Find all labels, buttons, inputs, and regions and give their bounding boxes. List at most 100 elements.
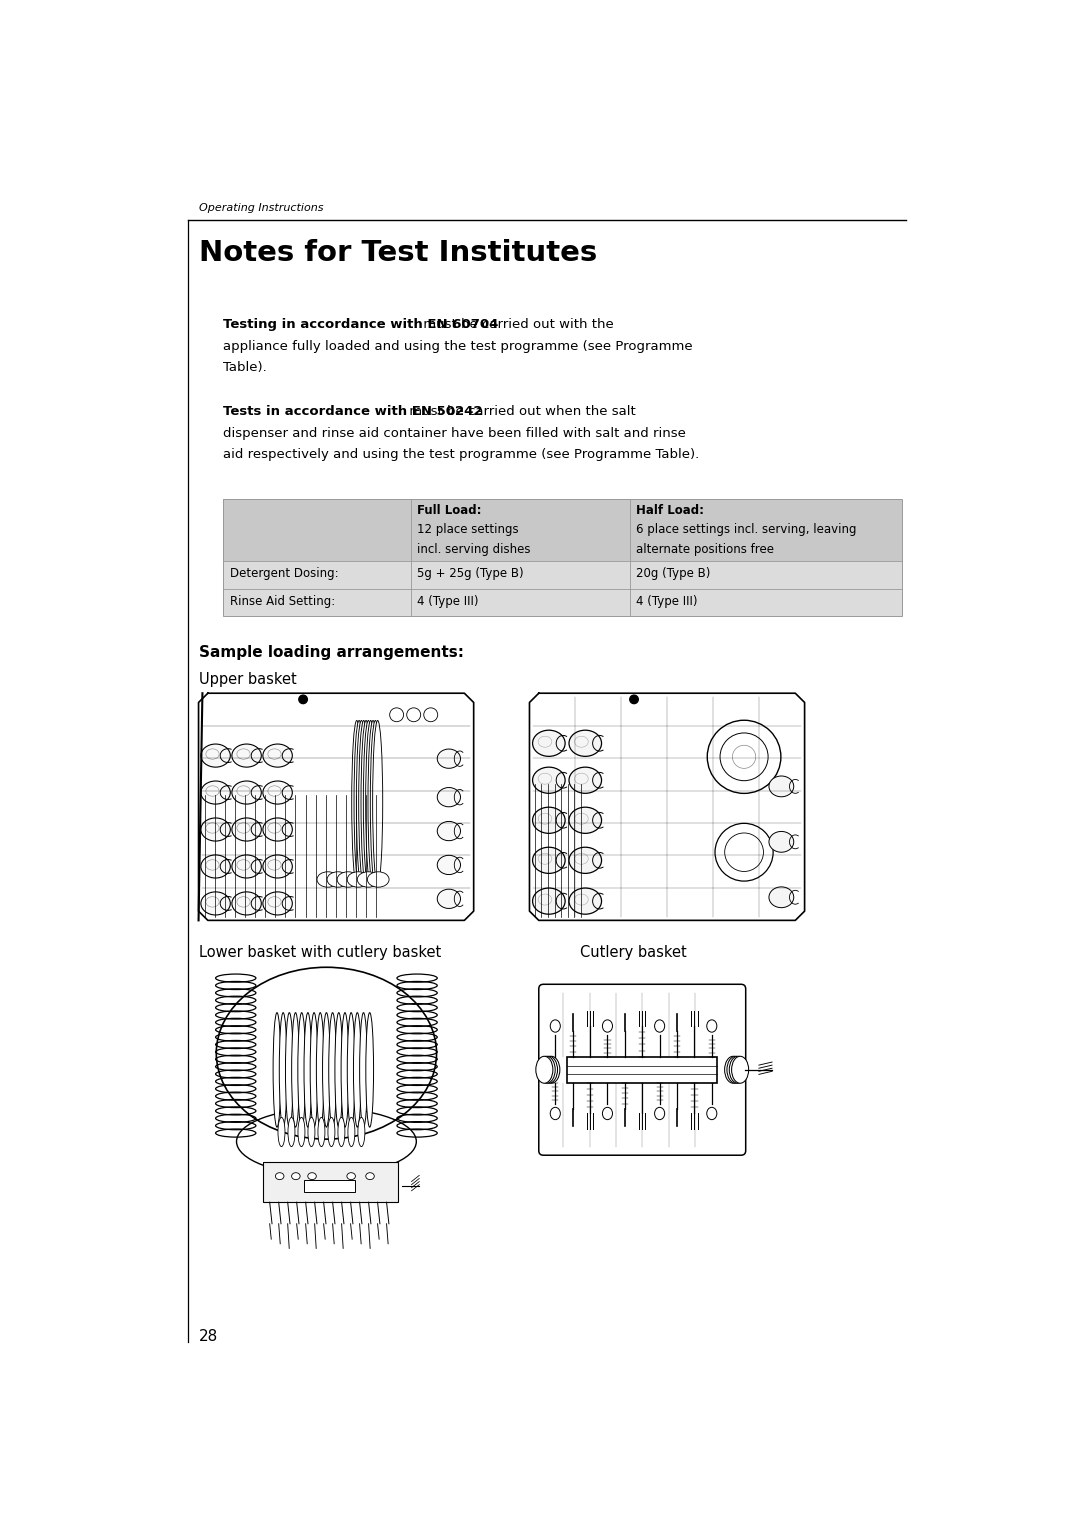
Text: 4 (Type III): 4 (Type III) — [417, 595, 478, 607]
Ellipse shape — [437, 855, 460, 875]
Ellipse shape — [335, 1012, 342, 1127]
Circle shape — [630, 696, 638, 703]
Ellipse shape — [373, 720, 382, 884]
Ellipse shape — [725, 1057, 742, 1083]
Bar — [264, 1162, 399, 1202]
Ellipse shape — [201, 818, 230, 841]
Ellipse shape — [532, 888, 565, 914]
Ellipse shape — [569, 731, 602, 757]
Text: aid respectively and using the test programme (see Programme Table).: aid respectively and using the test prog… — [224, 448, 700, 462]
Ellipse shape — [603, 1107, 612, 1119]
Ellipse shape — [720, 732, 768, 781]
Ellipse shape — [262, 891, 293, 914]
Bar — [224, 561, 902, 589]
Ellipse shape — [603, 1020, 612, 1032]
Ellipse shape — [538, 1057, 555, 1083]
Ellipse shape — [310, 1012, 318, 1127]
Ellipse shape — [357, 1118, 365, 1147]
Ellipse shape — [569, 768, 602, 794]
Ellipse shape — [366, 1012, 374, 1127]
Ellipse shape — [532, 731, 565, 757]
Bar — [303, 1180, 355, 1193]
Ellipse shape — [318, 1118, 325, 1147]
Ellipse shape — [285, 1012, 293, 1127]
Bar — [224, 498, 902, 616]
Ellipse shape — [262, 745, 293, 768]
Ellipse shape — [707, 720, 781, 794]
Text: Upper basket: Upper basket — [199, 673, 296, 688]
Ellipse shape — [569, 847, 602, 873]
Text: 5g + 25g (Type B): 5g + 25g (Type B) — [417, 567, 524, 579]
Ellipse shape — [360, 1012, 367, 1127]
Ellipse shape — [569, 888, 602, 914]
Ellipse shape — [729, 1057, 746, 1083]
Ellipse shape — [201, 891, 230, 914]
Ellipse shape — [262, 855, 293, 878]
Ellipse shape — [292, 1173, 300, 1180]
Ellipse shape — [550, 1107, 561, 1119]
Ellipse shape — [328, 1118, 335, 1147]
Ellipse shape — [292, 1012, 299, 1127]
Text: Full Load:: Full Load: — [417, 503, 482, 517]
Text: Half Load:: Half Load: — [636, 503, 704, 517]
Ellipse shape — [437, 749, 460, 768]
Ellipse shape — [543, 1057, 559, 1083]
Ellipse shape — [654, 1020, 664, 1032]
Text: Operating Instructions: Operating Instructions — [199, 203, 323, 213]
Ellipse shape — [232, 818, 261, 841]
Ellipse shape — [308, 1118, 315, 1147]
Ellipse shape — [316, 1012, 324, 1127]
Ellipse shape — [232, 745, 261, 768]
Ellipse shape — [390, 708, 404, 722]
Ellipse shape — [347, 1173, 355, 1180]
Ellipse shape — [536, 1057, 553, 1083]
Text: incl. serving dishes: incl. serving dishes — [417, 543, 530, 555]
Ellipse shape — [341, 1012, 349, 1127]
Ellipse shape — [437, 821, 460, 841]
Text: Rinse Aid Setting:: Rinse Aid Setting: — [230, 595, 335, 607]
Ellipse shape — [359, 720, 368, 884]
Ellipse shape — [727, 1057, 744, 1083]
Ellipse shape — [348, 1012, 355, 1127]
Ellipse shape — [288, 1118, 295, 1147]
Text: must be carried out when the salt: must be carried out when the salt — [405, 405, 636, 419]
Ellipse shape — [706, 1107, 717, 1119]
Ellipse shape — [232, 781, 261, 804]
Ellipse shape — [262, 781, 293, 804]
Text: Testing in accordance with EN 60704: Testing in accordance with EN 60704 — [224, 318, 499, 332]
Ellipse shape — [423, 708, 437, 722]
Ellipse shape — [201, 745, 230, 768]
Ellipse shape — [232, 891, 261, 914]
Text: Table).: Table). — [224, 361, 267, 375]
Bar — [224, 589, 902, 616]
Text: 28: 28 — [199, 1329, 218, 1344]
Ellipse shape — [550, 1020, 561, 1032]
Ellipse shape — [437, 890, 460, 908]
Ellipse shape — [327, 872, 349, 887]
Ellipse shape — [370, 720, 380, 884]
Ellipse shape — [532, 847, 565, 873]
Text: Cutlery basket: Cutlery basket — [580, 945, 687, 960]
Ellipse shape — [715, 823, 773, 881]
Text: Sample loading arrangements:: Sample loading arrangements: — [199, 645, 463, 661]
Ellipse shape — [357, 872, 379, 887]
Ellipse shape — [366, 1173, 375, 1180]
Ellipse shape — [323, 1012, 330, 1127]
Bar — [224, 498, 902, 561]
Ellipse shape — [532, 807, 565, 833]
Text: Notes for Test Institutes: Notes for Test Institutes — [199, 239, 597, 268]
Ellipse shape — [353, 1012, 361, 1127]
Text: 12 place settings: 12 place settings — [417, 523, 518, 537]
Ellipse shape — [706, 1020, 717, 1032]
Ellipse shape — [273, 1012, 281, 1127]
Ellipse shape — [540, 1057, 557, 1083]
Ellipse shape — [368, 720, 378, 884]
Ellipse shape — [278, 1118, 285, 1147]
Ellipse shape — [201, 855, 230, 878]
Ellipse shape — [654, 1107, 664, 1119]
Ellipse shape — [366, 720, 376, 884]
Ellipse shape — [731, 1057, 748, 1083]
Ellipse shape — [354, 720, 364, 884]
Ellipse shape — [769, 777, 794, 797]
Text: must be carried out with the: must be carried out with the — [419, 318, 613, 332]
